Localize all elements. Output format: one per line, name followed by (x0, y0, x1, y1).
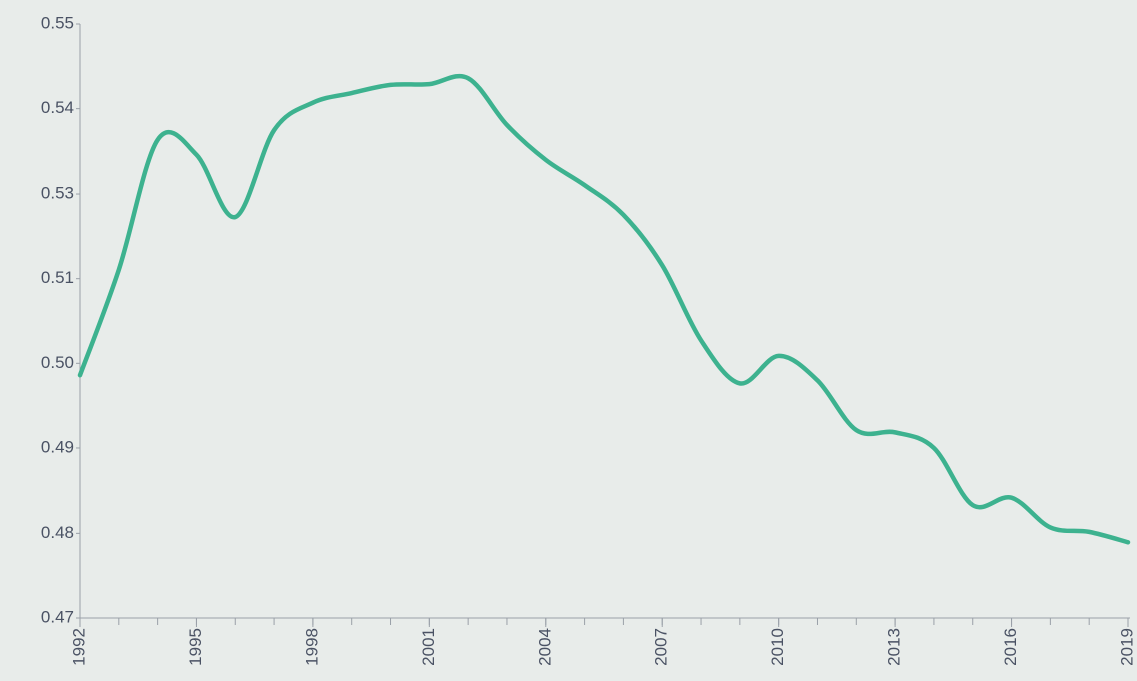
y-tick-label: 0.49 (41, 437, 74, 456)
y-tick-label: 0.50 (41, 353, 74, 372)
x-tick-label: 1998 (302, 628, 321, 666)
x-tick-label: 2001 (419, 628, 438, 666)
y-tick-label: 0.47 (41, 607, 74, 626)
y-tick-label: 0.48 (41, 523, 74, 542)
y-tick-label: 0.55 (41, 13, 74, 32)
y-tick-label: 0.51 (41, 268, 74, 287)
x-tick-label: 2013 (885, 628, 904, 666)
x-tick-label: 2016 (1001, 628, 1020, 666)
x-tick-label: 2007 (652, 628, 671, 666)
x-tick-label: 2019 (1117, 628, 1136, 666)
y-tick-label: 0.53 (41, 184, 74, 203)
x-tick-label: 2004 (535, 628, 554, 666)
line-series (77, 73, 1131, 545)
x-tick-label: 2010 (768, 628, 787, 666)
y-tick-label: 0.54 (41, 98, 74, 117)
x-tick-label: 1995 (186, 628, 205, 666)
x-tick-label: 1992 (69, 628, 88, 666)
